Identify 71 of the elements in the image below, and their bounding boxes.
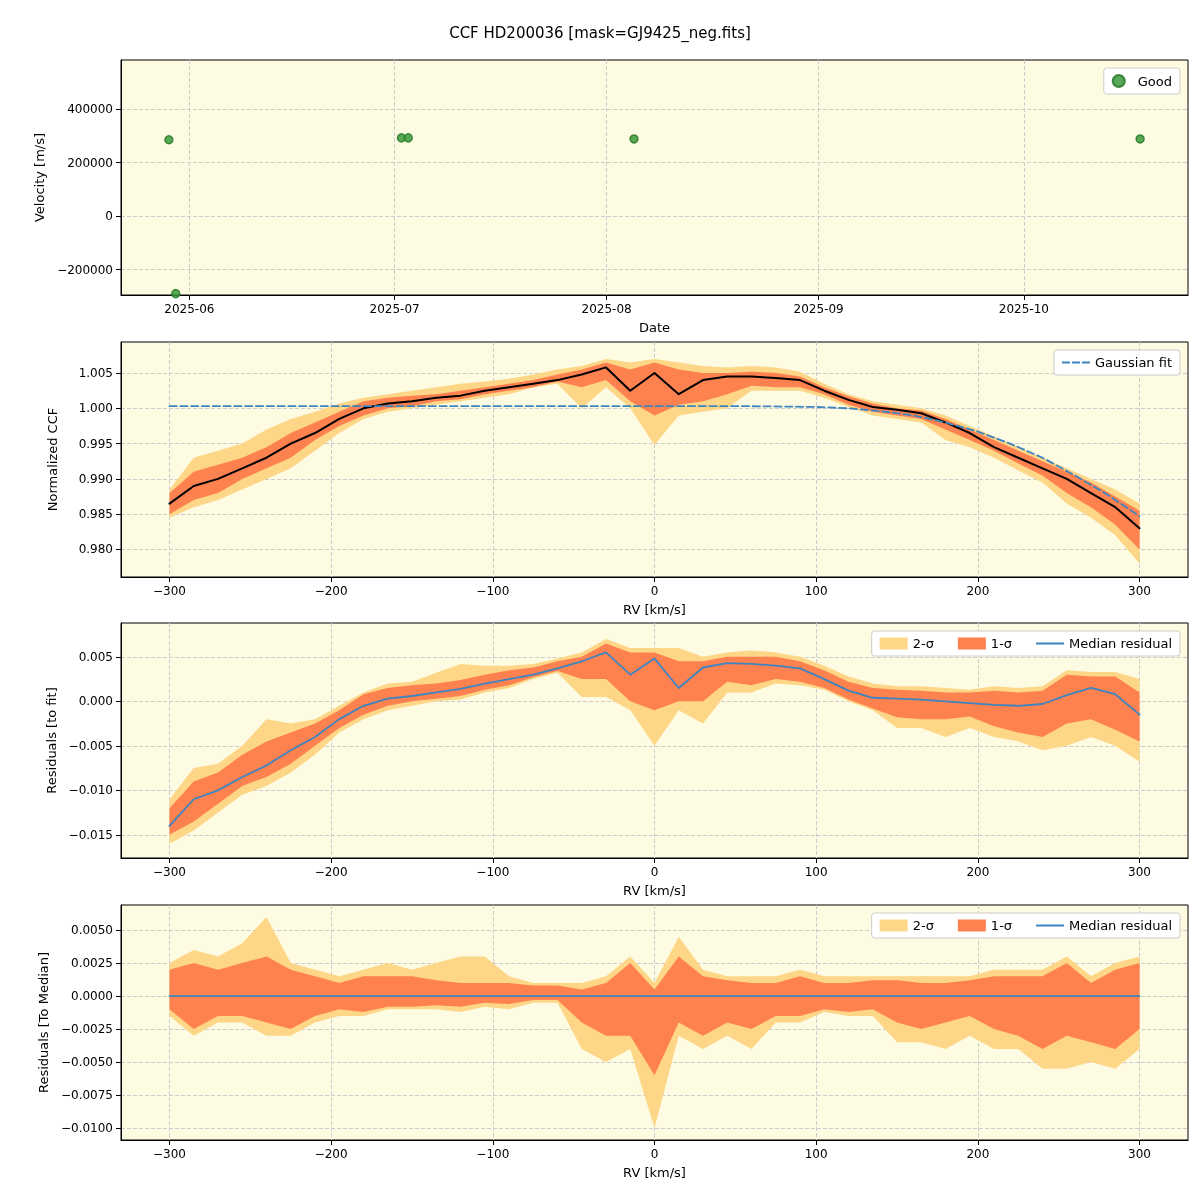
x-tick-label: 2025-08 — [581, 302, 632, 316]
chart-title: CCF HD200036 [mask=GJ9425_neg.fits] — [449, 23, 751, 43]
x-tick-label: 200 — [966, 1147, 990, 1161]
x-tick-label: 300 — [1128, 584, 1151, 598]
y-tick-label: 0.980 — [78, 542, 113, 557]
legend-label: Median residual — [1069, 636, 1173, 651]
x-tick-label: 0 — [650, 865, 659, 879]
y-tick-label: 200000 — [67, 155, 113, 170]
y-axis-title: Normalized CCF — [45, 407, 60, 512]
x-tick-label: 2025-06 — [164, 302, 215, 316]
y-tick-label: 0.985 — [78, 507, 113, 522]
legend-label: 2-σ — [912, 636, 934, 651]
y-tick-label: 0.0050 — [71, 923, 113, 938]
y-tick-label: −0.010 — [68, 783, 113, 798]
x-tick-label: 300 — [1128, 865, 1151, 879]
x-tick-label: 300 — [1128, 1147, 1151, 1161]
y-tick-label: 1.005 — [78, 366, 113, 381]
x-tick-label: 2025-09 — [793, 302, 844, 316]
x-tick-label: −100 — [476, 584, 510, 598]
x-tick-label: −300 — [153, 1147, 186, 1161]
y-tick-label: 0.0025 — [71, 956, 113, 971]
y-tick-label: −0.015 — [68, 827, 113, 842]
y-axis-title: Residuals [to fit] — [43, 687, 59, 794]
x-tick-label: 100 — [804, 1147, 828, 1161]
y-tick-label: 0.000 — [78, 694, 113, 709]
point — [629, 134, 639, 144]
line-series — [168, 405, 1141, 518]
x-tick-label: 100 — [804, 584, 828, 598]
y-tick-label: −0.0100 — [60, 1121, 113, 1136]
x-tick-label: 0 — [650, 1147, 659, 1161]
legend-label: Median residual — [1069, 918, 1173, 933]
y-tick-label: −0.0075 — [60, 1088, 113, 1103]
y-tick-label: 0.0000 — [71, 989, 113, 1004]
point — [164, 135, 174, 145]
x-tick-label: −300 — [153, 865, 186, 879]
x-tick-label: 200 — [966, 584, 990, 598]
y-tick-label: 400000 — [67, 101, 113, 116]
x-tick-label: −100 — [476, 865, 510, 879]
y-axis-title: Velocity [m/s] — [32, 132, 48, 223]
x-axis-title: RV [km/s] — [623, 1165, 686, 1180]
x-tick-label: −200 — [314, 1147, 348, 1161]
x-axis-title: RV [km/s] — [623, 883, 686, 898]
y-tick-label: −0.0050 — [60, 1055, 113, 1070]
x-axis-title: Date — [638, 320, 671, 335]
x-tick-label: −200 — [314, 865, 348, 879]
x-tick-label: 200 — [966, 865, 990, 879]
y-tick-label: 0.995 — [78, 436, 113, 451]
y-tick-label: 1.000 — [78, 401, 113, 416]
legend-label: 1-σ — [990, 918, 1013, 933]
legend-label: Good — [1137, 73, 1172, 89]
x-tick-label: −300 — [153, 584, 186, 598]
legend-label: Gaussian fit — [1094, 355, 1172, 370]
x-tick-label: −200 — [314, 584, 348, 598]
y-tick-label: −0.005 — [68, 738, 113, 753]
y-tick-label: 0 — [105, 209, 113, 224]
x-tick-label: 100 — [804, 865, 828, 879]
x-axis-title: RV [km/s] — [623, 602, 686, 617]
x-tick-label: 2025-07 — [369, 302, 420, 316]
point — [403, 133, 414, 143]
y-tick-label: 0.990 — [78, 471, 113, 486]
y-tick-label: −200000 — [57, 262, 113, 277]
x-tick-label: 0 — [650, 584, 659, 598]
legend-label: 1-σ — [990, 636, 1013, 651]
point — [1135, 134, 1145, 144]
x-tick-label: 2025-10 — [998, 302, 1049, 316]
x-tick-label: −100 — [476, 1147, 510, 1161]
y-tick-label: 0.005 — [78, 649, 113, 664]
legend-label: 2-σ — [912, 918, 934, 933]
point — [170, 288, 181, 299]
y-axis-title: Residuals [To Median] — [36, 951, 52, 1094]
y-tick-label: −0.0025 — [60, 1022, 113, 1037]
